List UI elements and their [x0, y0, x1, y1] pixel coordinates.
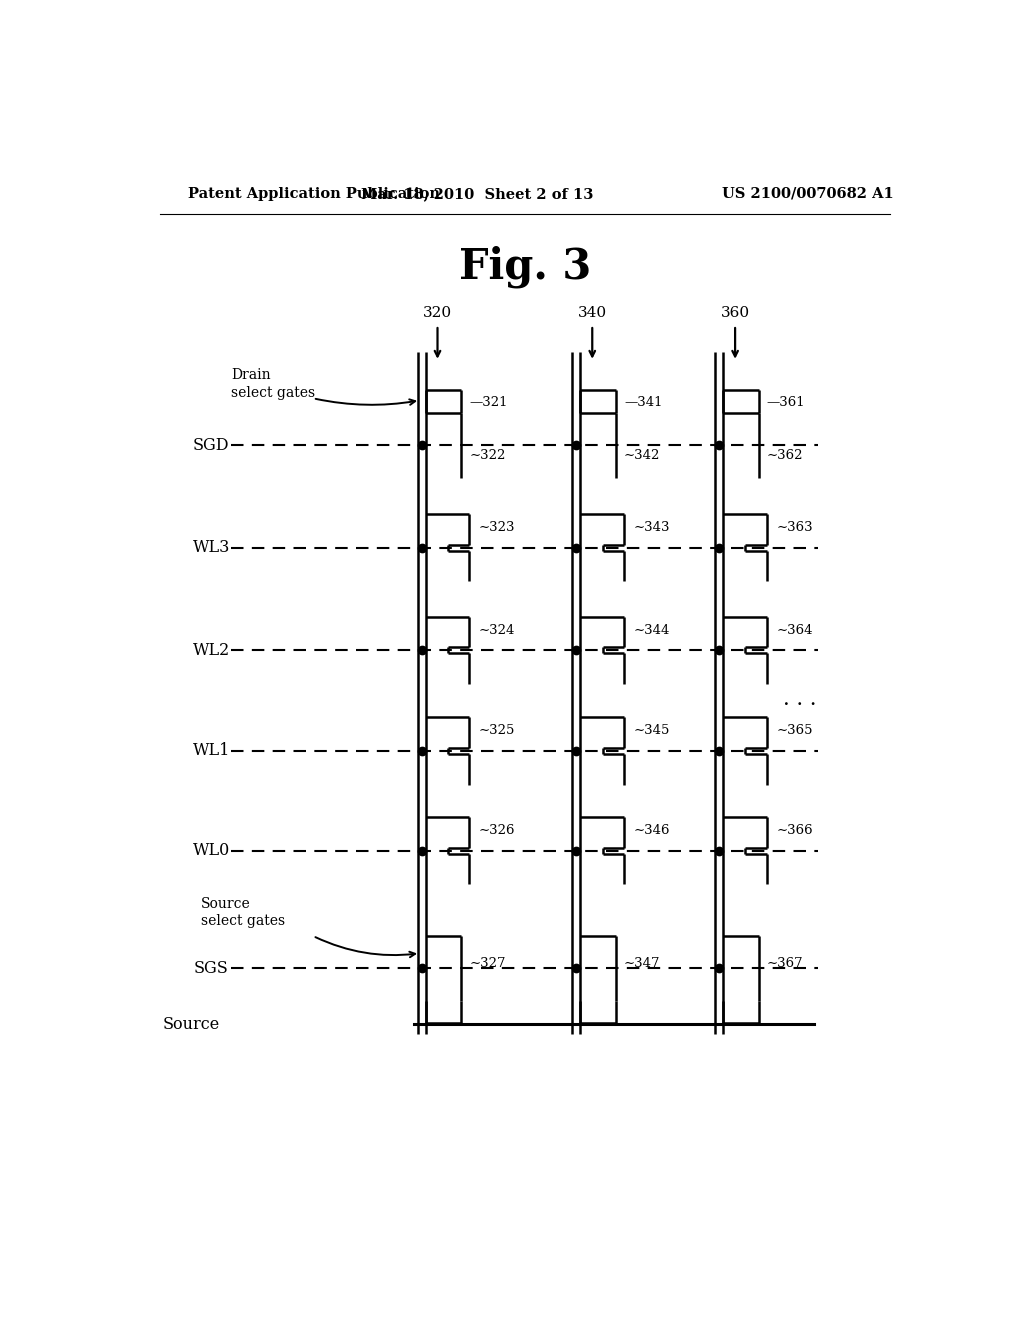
Text: ∼346: ∼346	[634, 824, 670, 837]
Text: ∼326: ∼326	[479, 824, 515, 837]
Text: SGD: SGD	[194, 437, 229, 454]
Text: —321: —321	[469, 396, 508, 409]
Text: Source: Source	[163, 1016, 220, 1032]
Text: Patent Application Publication: Patent Application Publication	[187, 187, 439, 201]
Text: WL0: WL0	[193, 842, 230, 859]
Text: ∼343: ∼343	[634, 521, 670, 533]
Text: ∼344: ∼344	[634, 623, 670, 636]
Text: Drain
select gates: Drain select gates	[231, 368, 315, 400]
Text: ∼325: ∼325	[479, 725, 515, 737]
Text: ∼345: ∼345	[634, 725, 670, 737]
Text: US 2100/0070682 A1: US 2100/0070682 A1	[722, 187, 894, 201]
Text: Mar. 18, 2010  Sheet 2 of 13: Mar. 18, 2010 Sheet 2 of 13	[361, 187, 593, 201]
Text: ∼322: ∼322	[469, 449, 506, 462]
Text: Source
select gates: Source select gates	[201, 896, 285, 928]
Text: ∼327: ∼327	[469, 957, 506, 970]
Text: ∼342: ∼342	[624, 449, 660, 462]
Text: 320: 320	[423, 306, 452, 319]
Text: SGS: SGS	[194, 960, 228, 977]
Text: WL2: WL2	[193, 642, 230, 659]
Text: ∼364: ∼364	[776, 623, 813, 636]
Text: Fig. 3: Fig. 3	[459, 246, 591, 288]
Text: . . .: . . .	[782, 689, 816, 709]
Text: ∼367: ∼367	[767, 957, 804, 970]
Text: —341: —341	[624, 396, 663, 409]
Text: ∼366: ∼366	[776, 824, 813, 837]
Text: WL1: WL1	[193, 742, 230, 759]
Text: ∼363: ∼363	[776, 521, 813, 533]
Text: 340: 340	[578, 306, 607, 319]
Text: WL3: WL3	[193, 539, 230, 556]
Text: ∼324: ∼324	[479, 623, 515, 636]
Text: ∼365: ∼365	[776, 725, 813, 737]
Text: ∼347: ∼347	[624, 957, 660, 970]
Text: 360: 360	[721, 306, 750, 319]
Text: —361: —361	[767, 396, 806, 409]
Text: ∼362: ∼362	[767, 449, 804, 462]
Text: ∼323: ∼323	[479, 521, 515, 533]
